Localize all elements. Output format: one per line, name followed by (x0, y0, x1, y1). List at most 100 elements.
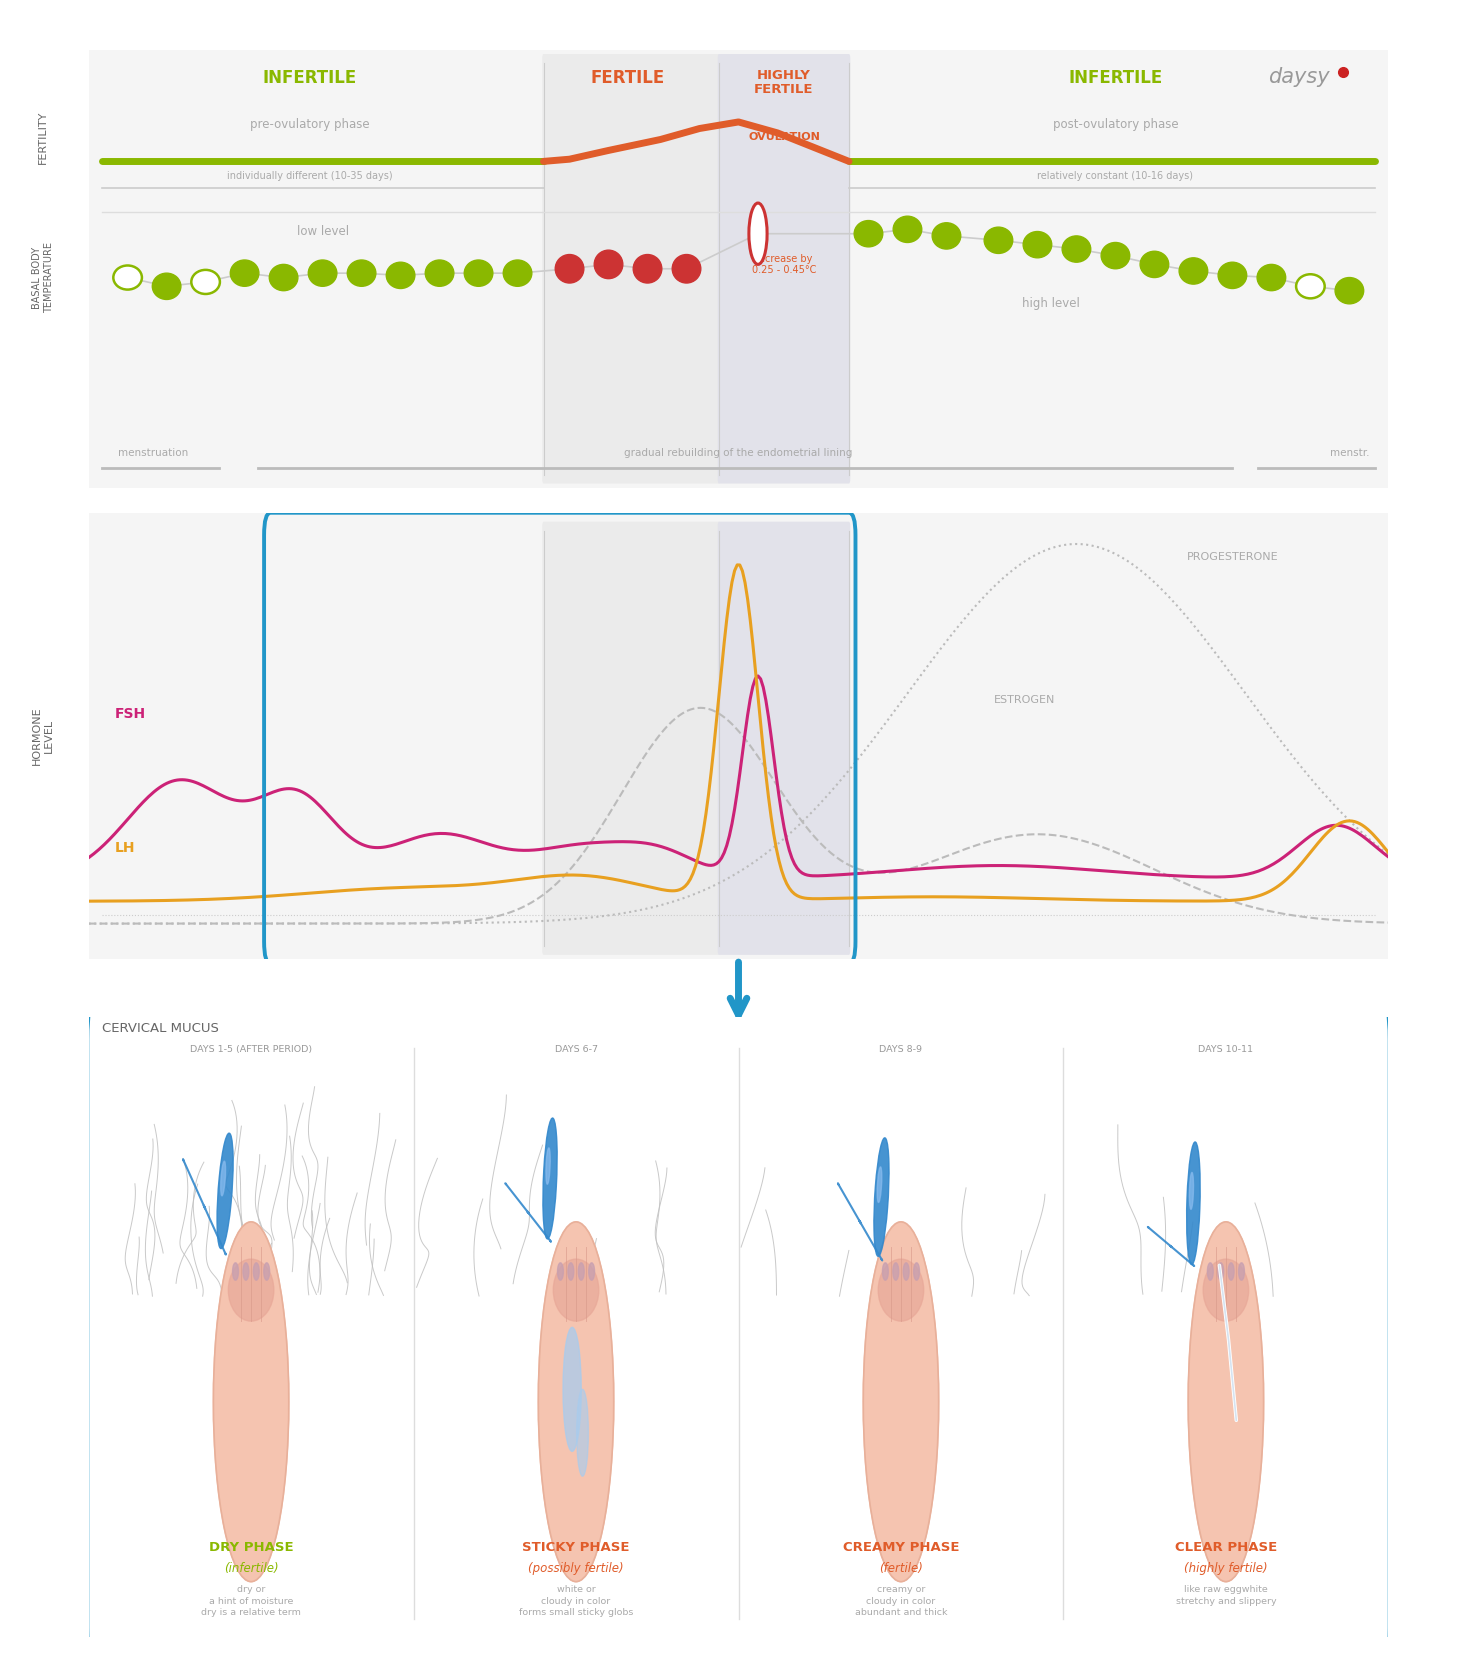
FancyBboxPatch shape (84, 491, 1393, 986)
Circle shape (213, 1222, 289, 1581)
Ellipse shape (576, 1389, 588, 1475)
Ellipse shape (192, 270, 220, 294)
Ellipse shape (1102, 243, 1130, 270)
Ellipse shape (1179, 258, 1208, 284)
Ellipse shape (1229, 1264, 1235, 1280)
Ellipse shape (114, 266, 142, 289)
Text: like raw eggwhite
stretchy and slippery: like raw eggwhite stretchy and slippery (1176, 1585, 1276, 1606)
Text: HIGHLY
FERTILE: HIGHLY FERTILE (755, 69, 814, 96)
Text: white or
cloudy in color
forms small sticky globs: white or cloudy in color forms small sti… (518, 1585, 634, 1618)
Text: STICKY PHASE: STICKY PHASE (523, 1542, 629, 1555)
Ellipse shape (1204, 1259, 1248, 1322)
Ellipse shape (269, 265, 298, 291)
Text: LH: LH (115, 840, 134, 855)
Ellipse shape (877, 1168, 882, 1202)
Ellipse shape (579, 1264, 583, 1280)
Ellipse shape (1186, 1141, 1201, 1265)
Ellipse shape (554, 1259, 598, 1322)
Ellipse shape (1239, 1264, 1245, 1280)
Text: menstruation: menstruation (118, 448, 189, 458)
Ellipse shape (387, 263, 415, 288)
Ellipse shape (1335, 278, 1363, 304)
Text: ESTROGEN: ESTROGEN (994, 695, 1055, 705)
Ellipse shape (464, 260, 493, 286)
FancyBboxPatch shape (87, 1002, 1390, 1654)
Ellipse shape (1297, 275, 1325, 298)
Ellipse shape (546, 1148, 551, 1184)
Ellipse shape (594, 250, 623, 278)
FancyBboxPatch shape (542, 521, 721, 954)
Text: INFERTILE: INFERTILE (263, 69, 357, 88)
Text: DAYS 8-9: DAYS 8-9 (879, 1045, 923, 1054)
Circle shape (538, 1222, 614, 1581)
Circle shape (1188, 1222, 1264, 1581)
Text: CERVICAL MUCUS: CERVICAL MUCUS (102, 1022, 219, 1035)
Ellipse shape (1062, 237, 1090, 263)
Text: FERTILITY: FERTILITY (38, 111, 49, 164)
FancyBboxPatch shape (718, 521, 851, 954)
Text: DAYS 6-7: DAYS 6-7 (554, 1045, 598, 1054)
Ellipse shape (544, 1118, 557, 1239)
Text: post-ovulatory phase: post-ovulatory phase (1053, 117, 1179, 131)
Ellipse shape (220, 1161, 226, 1196)
Ellipse shape (254, 1264, 260, 1280)
Text: pre-ovulatory phase: pre-ovulatory phase (250, 117, 369, 131)
Ellipse shape (567, 1264, 573, 1280)
Ellipse shape (892, 1264, 898, 1280)
Ellipse shape (242, 1264, 248, 1280)
Text: daysy: daysy (1269, 68, 1329, 88)
Text: DAYS 10-11: DAYS 10-11 (1198, 1045, 1254, 1054)
Ellipse shape (563, 1327, 582, 1452)
Ellipse shape (589, 1264, 595, 1280)
Ellipse shape (634, 255, 662, 283)
Ellipse shape (1024, 232, 1052, 258)
Ellipse shape (874, 1138, 889, 1257)
Ellipse shape (1217, 1264, 1223, 1280)
Text: increase by
0.25 - 0.45°C: increase by 0.25 - 0.45°C (752, 253, 817, 275)
Text: BASAL BODY
TEMPERATURE: BASAL BODY TEMPERATURE (32, 241, 55, 313)
Ellipse shape (230, 260, 258, 286)
Ellipse shape (555, 255, 583, 283)
Ellipse shape (504, 260, 532, 286)
Ellipse shape (854, 220, 883, 246)
Text: INFERTILE: INFERTILE (1068, 69, 1162, 88)
Text: (highly fertile): (highly fertile) (1185, 1561, 1267, 1575)
FancyBboxPatch shape (542, 55, 721, 483)
Text: FSH: FSH (115, 706, 146, 721)
Ellipse shape (904, 1264, 908, 1280)
Ellipse shape (1207, 1264, 1213, 1280)
Text: gradual rebuilding of the endometrial lining: gradual rebuilding of the endometrial li… (625, 448, 852, 458)
Circle shape (863, 1222, 939, 1581)
Ellipse shape (1219, 263, 1247, 288)
Text: relatively constant (10-16 days): relatively constant (10-16 days) (1037, 170, 1193, 182)
Text: PROGESTERONE: PROGESTERONE (1186, 552, 1278, 562)
Ellipse shape (232, 1264, 238, 1280)
Text: dry or
a hint of moisture
dry is a relative term: dry or a hint of moisture dry is a relat… (201, 1585, 301, 1618)
Text: creamy or
cloudy in color
abundant and thick: creamy or cloudy in color abundant and t… (855, 1585, 947, 1618)
Circle shape (749, 203, 767, 265)
Ellipse shape (229, 1259, 273, 1322)
Ellipse shape (672, 255, 700, 283)
Text: DAYS 1-5 (AFTER PERIOD): DAYS 1-5 (AFTER PERIOD) (191, 1045, 312, 1054)
Ellipse shape (914, 1264, 920, 1280)
Ellipse shape (557, 1264, 563, 1280)
Text: HORMONE
LEVEL: HORMONE LEVEL (32, 706, 55, 766)
Text: (fertile): (fertile) (879, 1561, 923, 1575)
Text: DRY PHASE: DRY PHASE (208, 1542, 294, 1555)
Ellipse shape (1140, 251, 1168, 278)
Text: menstr.: menstr. (1329, 448, 1369, 458)
Text: FERTILE: FERTILE (591, 69, 665, 88)
Ellipse shape (1189, 1173, 1193, 1209)
Ellipse shape (882, 1264, 888, 1280)
Text: CREAMY PHASE: CREAMY PHASE (843, 1542, 959, 1555)
Text: (infertile): (infertile) (225, 1561, 278, 1575)
Ellipse shape (425, 260, 453, 286)
Text: CLEAR PHASE: CLEAR PHASE (1174, 1542, 1278, 1555)
Text: OVULATION: OVULATION (747, 132, 820, 142)
Ellipse shape (879, 1259, 923, 1322)
Text: (possibly fertile): (possibly fertile) (529, 1561, 623, 1575)
Ellipse shape (264, 1264, 270, 1280)
FancyBboxPatch shape (84, 23, 1393, 514)
Ellipse shape (217, 1133, 233, 1249)
Text: low level: low level (297, 225, 349, 238)
